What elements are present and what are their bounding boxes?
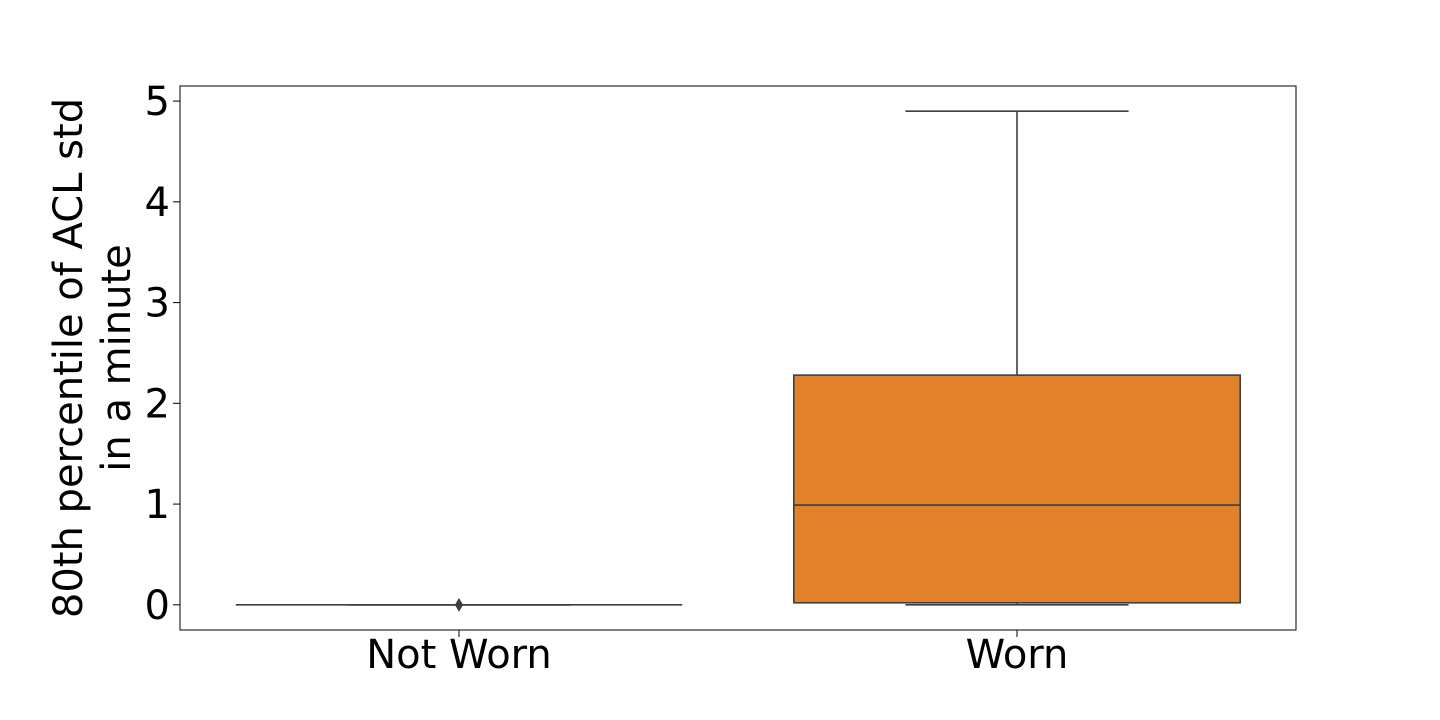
y-axis-label: 80th percentile of ACL std in a minute (46, 98, 140, 618)
box-worn (792, 110, 1241, 606)
y-tick-label: 1 (145, 482, 170, 528)
y-axis-label-line-2: in a minute (94, 244, 140, 471)
outlier-point (454, 597, 464, 612)
y-tick-label: 4 (145, 180, 170, 226)
y-axis-label-line-1: 80th percentile of ACL std (46, 98, 92, 618)
y-tick-label: 0 (145, 583, 170, 629)
plot-frame (179, 85, 1297, 631)
y-axis-ticks: 0 1 2 3 4 5 (145, 79, 180, 629)
x-tick-label: Not Worn (366, 632, 552, 678)
x-axis-ticks: Not Worn Worn (366, 630, 1068, 678)
box-series (235, 110, 1241, 612)
y-tick-label: 3 (145, 281, 170, 327)
x-tick-label: Worn (966, 632, 1069, 678)
box-iqr (792, 374, 1241, 604)
y-tick-label: 2 (145, 381, 170, 427)
y-tick-label: 5 (145, 79, 170, 125)
box-not-worn (235, 597, 683, 612)
